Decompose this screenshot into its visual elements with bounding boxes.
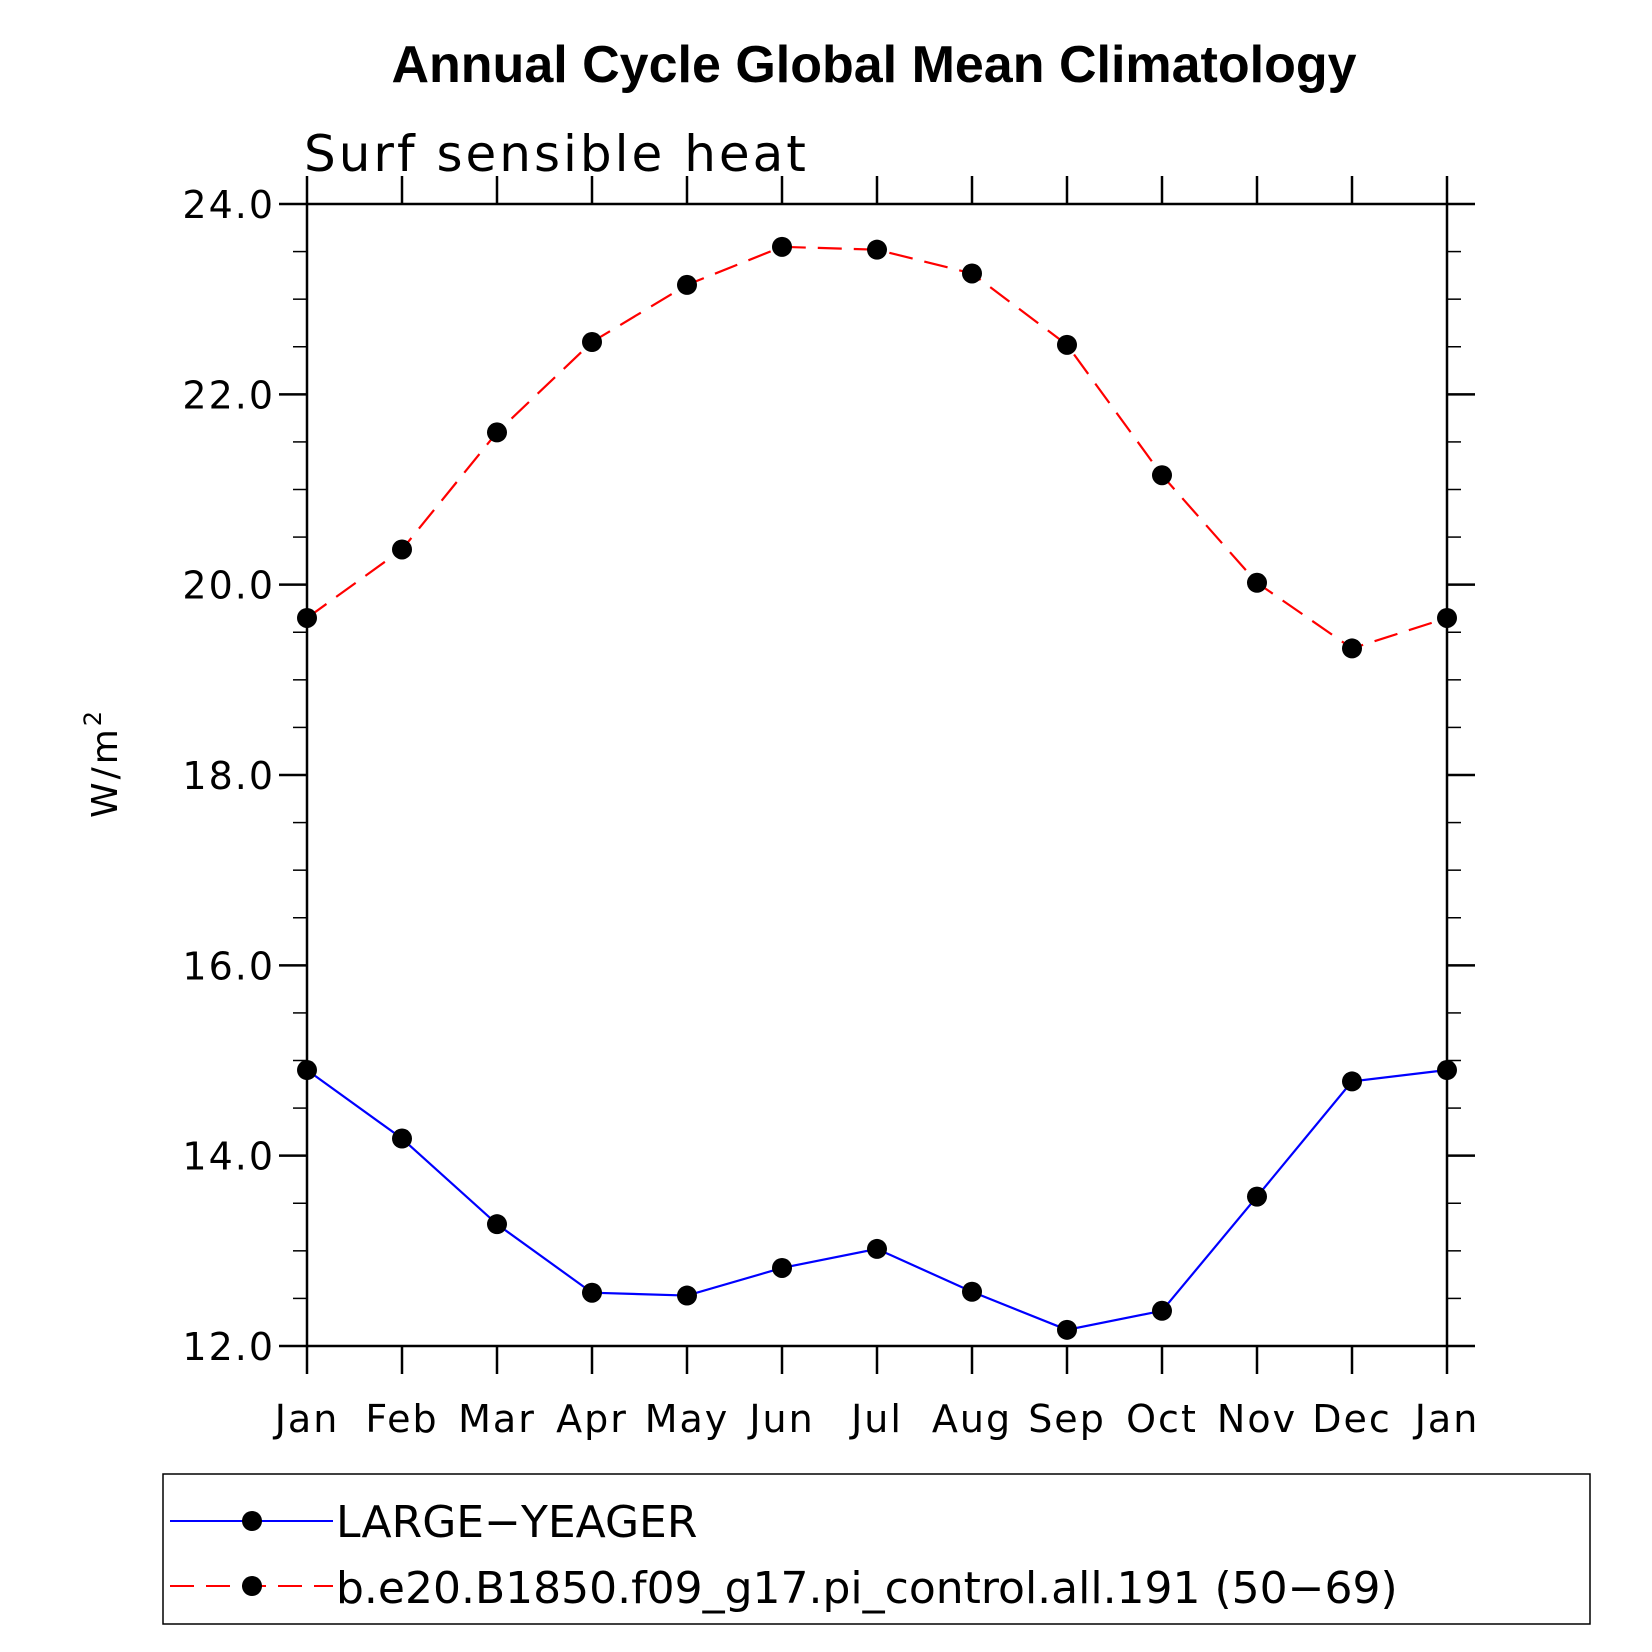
legend-label: LARGE−YEAGER bbox=[336, 1497, 697, 1548]
data-point bbox=[487, 422, 507, 443]
data-point bbox=[582, 331, 602, 352]
chart-title: Annual Cycle Global Mean Climatology bbox=[391, 36, 1356, 94]
x-tick-label: Jan bbox=[273, 1397, 340, 1441]
y-axis-label-text: W/m bbox=[85, 726, 126, 818]
x-tick-label: Jul bbox=[849, 1397, 903, 1441]
data-point bbox=[677, 1285, 697, 1306]
data-point bbox=[582, 1282, 602, 1303]
series-line bbox=[306, 245, 1448, 650]
data-point bbox=[867, 1238, 887, 1259]
data-point bbox=[962, 1281, 982, 1302]
x-tick-label: Oct bbox=[1126, 1397, 1198, 1441]
data-point bbox=[962, 263, 982, 284]
data-point bbox=[392, 539, 412, 560]
data-point bbox=[772, 236, 792, 257]
data-point bbox=[392, 1128, 412, 1149]
legend-label: b.e20.B1850.f09_g17.pi_control.all.191 (… bbox=[336, 1563, 1398, 1614]
x-tick-label: Aug bbox=[932, 1397, 1012, 1441]
y-tick-label: 20.0 bbox=[182, 564, 275, 608]
series-layer bbox=[297, 236, 1457, 1340]
y-tick-label: 24.0 bbox=[182, 183, 275, 227]
data-point bbox=[1057, 334, 1077, 355]
legend-box bbox=[162, 1473, 1591, 1625]
data-point bbox=[1437, 1060, 1457, 1081]
data-point bbox=[1437, 607, 1457, 628]
y-tick-label: 22.0 bbox=[182, 373, 275, 417]
data-point bbox=[487, 1214, 507, 1235]
legend: LARGE−YEAGER b.e20.B1850.f09_g17.pi_cont… bbox=[162, 1473, 1591, 1625]
y-tick-label: 18.0 bbox=[182, 754, 275, 798]
y-axis-label-superscript: 2 bbox=[79, 708, 107, 726]
data-point bbox=[772, 1257, 792, 1278]
x-tick-label: Sep bbox=[1028, 1397, 1106, 1441]
data-point bbox=[1342, 1071, 1362, 1092]
legend-swatch-marker bbox=[242, 1576, 262, 1596]
data-point bbox=[1247, 572, 1267, 593]
x-tick-label: Apr bbox=[556, 1397, 628, 1441]
y-tick-label: 16.0 bbox=[182, 944, 275, 988]
data-point bbox=[1057, 1319, 1077, 1340]
y-axis-label: W/m2 bbox=[79, 708, 126, 818]
data-point bbox=[1247, 1186, 1267, 1207]
x-tick-label: Dec bbox=[1312, 1397, 1392, 1441]
data-point bbox=[1152, 1300, 1172, 1321]
x-tick-label: Jan bbox=[1413, 1397, 1480, 1441]
x-tick-label: Jun bbox=[747, 1397, 814, 1441]
data-point bbox=[1152, 465, 1172, 486]
x-tick-label: Nov bbox=[1217, 1397, 1297, 1441]
data-point bbox=[297, 1060, 317, 1081]
y-tick-label: 12.0 bbox=[182, 1325, 275, 1369]
legend-swatch-marker bbox=[242, 1511, 262, 1531]
x-tick-label: Feb bbox=[365, 1397, 438, 1441]
data-point bbox=[867, 239, 887, 260]
plot-area: 12.0 14.0 16.0 18.0 20.0 22.0 24.0 Jan Feb Mar Apr… bbox=[182, 176, 1480, 1441]
y-tick-label: 14.0 bbox=[182, 1135, 275, 1179]
x-tick-label: May bbox=[645, 1397, 730, 1441]
data-point bbox=[1342, 638, 1362, 659]
data-point bbox=[297, 607, 317, 628]
data-point bbox=[677, 274, 697, 295]
x-tick-label: Mar bbox=[458, 1397, 536, 1441]
chart-subtitle: Surf sensible heat bbox=[304, 125, 809, 183]
series-line bbox=[306, 1068, 1448, 1331]
